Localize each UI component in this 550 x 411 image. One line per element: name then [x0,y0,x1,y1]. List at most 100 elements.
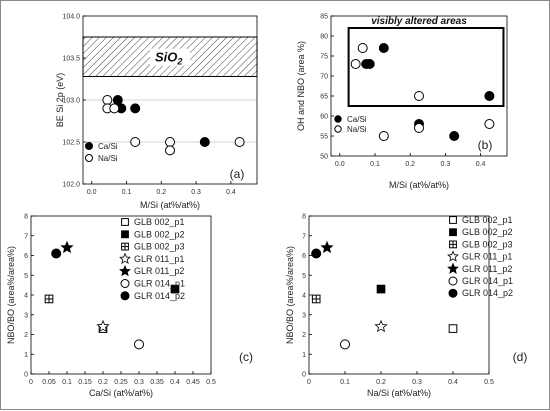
legend-marker [85,142,93,150]
legend-label: GLB 002_p1 [462,215,513,225]
y-tick-label: 65 [320,94,328,101]
legend-marker [447,262,459,274]
data-point-glr-011-p1 [96,319,110,333]
data-point-ca-si [199,137,210,147]
altered-areas-box [347,27,505,107]
x-tick-label: 0.4 [226,189,236,196]
y-tick-label: 2 [24,332,28,339]
legend-label: GLR 014_p1 [462,276,513,286]
x-tick-label: 0.1 [62,379,72,386]
x-tick-label: 0.4 [170,379,180,386]
plot-frame [330,15,508,157]
y-axis-label: NBO/BO (area%/area%) [285,246,295,344]
legend-label: Na/Si [98,154,118,163]
y-axis-label: BE Si 2p (eV) [55,73,65,128]
x-tick-label: 0 [29,379,33,386]
data-point-ca-si [112,95,123,105]
data-point-ca-si [364,59,375,69]
x-tick-label: 0.0 [87,189,97,196]
x-axis-label: Na/Si (at%/at%) [367,388,431,398]
x-tick-label: 0.1 [122,189,132,196]
legend-label: GLB 002_p1 [134,217,185,227]
data-point-glb-002-p2 [170,284,180,294]
y-tick-label: 55 [320,134,328,141]
legend-marker [121,242,129,251]
y-tick-label: 50 [320,154,328,161]
legend-marker [85,154,93,162]
data-point-glr-011-p1 [374,319,388,333]
y-tick-label: 4 [24,293,28,300]
x-tick-label: 0.2 [376,379,386,386]
x-tick-label: 0.45 [186,379,200,386]
data-point-na-si [102,95,113,105]
y-tick-label: 0 [24,372,28,379]
x-axis-label: M/Si (at%/at%) [389,180,449,190]
y-tick-label: 5 [24,273,28,280]
legend-marker [449,240,457,249]
y-tick-label: 85 [320,14,328,21]
legend-marker [334,125,342,133]
x-tick-label: 0.2 [156,189,166,196]
panel-label: (d) [513,350,528,364]
data-point-ca-si [378,43,389,53]
data-point-glr-011-p2 [60,240,74,254]
x-tick-label: 0.25 [114,379,128,386]
y-tick-label: 4 [302,293,306,300]
y-tick-label: 8 [24,214,28,221]
data-point-na-si [378,131,389,141]
panel-c: 0 0.05 0.1 0.15 0.2 0.25 0.3 0.35 0.4 0.45 0.5 0 1 2 3… [6,214,253,399]
y-tick-label: 1 [24,352,28,359]
y-tick-label: 75 [320,54,328,61]
y-axis-label: OH and NBO (area %) [296,41,306,131]
legend-label: GLR 011_p2 [462,264,512,274]
data-point-ca-si [130,103,141,114]
y-tick-label: 3 [24,312,28,319]
legend-label: Ca/Si [347,115,367,124]
legend-marker [449,228,457,237]
x-tick-label: 0.3 [441,161,451,168]
data-point-na-si [414,123,424,133]
x-tick-label: 0.3 [412,379,422,386]
data-point-glb-002-p2 [376,284,386,294]
data-point-ca-si [484,91,495,101]
legend: GLB 002_p1 GLB 002_p2 GLB 002_p3 GLR 011_p1… [447,215,513,298]
legend-label: GLB 002_p3 [462,239,513,249]
data-point-glr-014-p2 [51,248,62,259]
legend-label: GLR 014_p2 [462,288,513,298]
data-point-ca-si [449,131,460,141]
data-point-na-si [484,119,495,129]
x-tick-label: 0.2 [98,379,108,386]
y-tick-label: 103.5 [62,56,80,63]
x-tick-label: 0.1 [340,379,350,386]
y-tick-label: 2 [302,332,306,339]
panel-a: SiO2 0.0 0.1 0.2 0.3 0.4 102.0 102.5 103.0 103.5 1… [55,14,258,210]
legend-label: GLB 002_p2 [134,229,185,239]
y-tick-label: 0 [302,372,306,379]
x-tick-label: 0.0 [335,161,345,168]
data-point-na-si [234,137,245,147]
data-point-na-si [350,59,361,69]
data-point-glb-002-p1 [448,324,458,333]
legend: GLB 002_p1 GLB 002_p2 GLB 002_p3 GLR 011_p1… [119,217,185,301]
y-tick-label: 3 [302,312,306,319]
legend-label: Na/Si [347,125,367,134]
legend-marker [334,115,342,123]
legend-marker [120,279,130,288]
y-tick-label: 80 [320,34,328,41]
x-tick-label: 0.4 [448,379,458,386]
y-tick-label: 102.0 [62,182,80,189]
y-tick-label: 103.0 [62,98,80,105]
y-tick-label: 8 [302,214,306,221]
legend-marker [121,218,129,226]
y-axis-label: NBO/BO (area%/area%) [6,246,16,344]
sio2-label-bg [150,48,190,66]
y-tick-label: 1 [302,352,306,359]
x-tick-label: 0.15 [78,379,92,386]
legend-marker [447,250,459,262]
panel-d: 0 0.1 0.2 0.3 0.4 0.5 0 1 2 3 4 5 6 7 8 Na/Si (at%/at%)… [285,214,527,399]
altered-areas-label: visibly altered areas [371,16,467,27]
legend-label: GLR 011_p2 [134,266,184,276]
legend-marker [120,291,130,301]
legend-label: GLB 002_p3 [134,242,185,252]
